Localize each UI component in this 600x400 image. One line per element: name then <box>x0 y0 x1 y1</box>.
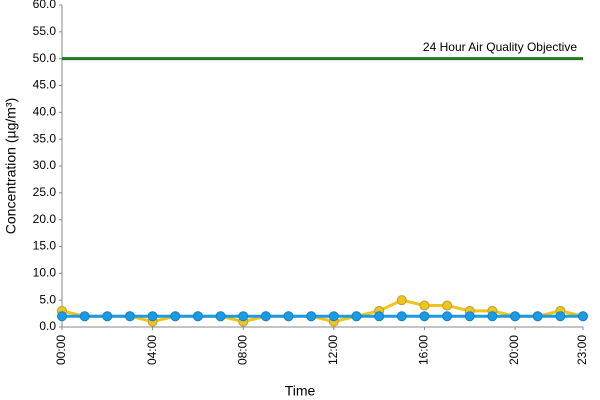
point <box>396 295 407 306</box>
y-tick-label: 25.0 <box>33 185 57 199</box>
point <box>396 311 407 322</box>
x-tick-label: 04:00 <box>145 335 159 365</box>
point <box>442 311 453 322</box>
point <box>419 300 430 311</box>
point <box>147 311 158 322</box>
point <box>306 311 317 322</box>
y-tick-label: 0.0 <box>39 319 56 333</box>
point <box>124 311 135 322</box>
point <box>260 311 271 322</box>
point <box>487 311 498 322</box>
point <box>192 311 203 322</box>
x-tick-label: 08:00 <box>235 335 249 365</box>
point <box>102 311 113 322</box>
x-tick-label: 23:00 <box>575 335 589 365</box>
x-axis-title: Time <box>285 383 316 399</box>
y-tick-label: 40.0 <box>33 105 57 119</box>
x-tick-label: 20:00 <box>507 335 521 365</box>
x-tick-label: 00:00 <box>54 335 68 365</box>
point <box>283 311 294 322</box>
y-tick-label: 55.0 <box>33 24 57 38</box>
x-tick-label: 16:00 <box>417 335 431 365</box>
point <box>170 311 181 322</box>
point <box>510 311 521 322</box>
point <box>351 311 362 322</box>
point <box>328 311 339 322</box>
point <box>238 311 249 322</box>
point <box>532 311 543 322</box>
y-tick-label: 10.0 <box>33 266 57 280</box>
y-tick-label: 30.0 <box>33 158 57 172</box>
point <box>374 311 385 322</box>
objective-label: 24 Hour Air Quality Objective <box>423 40 577 54</box>
y-tick-label: 15.0 <box>33 239 57 253</box>
y-tick-label: 45.0 <box>33 78 57 92</box>
y-tick-label: 5.0 <box>39 292 56 306</box>
y-tick-label: 35.0 <box>33 131 57 145</box>
point <box>79 311 90 322</box>
point <box>578 311 588 322</box>
point <box>442 300 453 311</box>
y-tick-label: 50.0 <box>33 51 57 65</box>
y-tick-label: 20.0 <box>33 212 57 226</box>
series-line <box>61 298 584 324</box>
point <box>464 311 475 322</box>
x-tick-label: 12:00 <box>326 335 340 365</box>
y-axis-title: Concentration (µg/m³) <box>3 98 19 234</box>
point <box>215 311 226 322</box>
point <box>57 311 67 322</box>
y-tick-label: 60.0 <box>33 0 57 11</box>
point <box>555 311 566 322</box>
point <box>419 311 430 322</box>
